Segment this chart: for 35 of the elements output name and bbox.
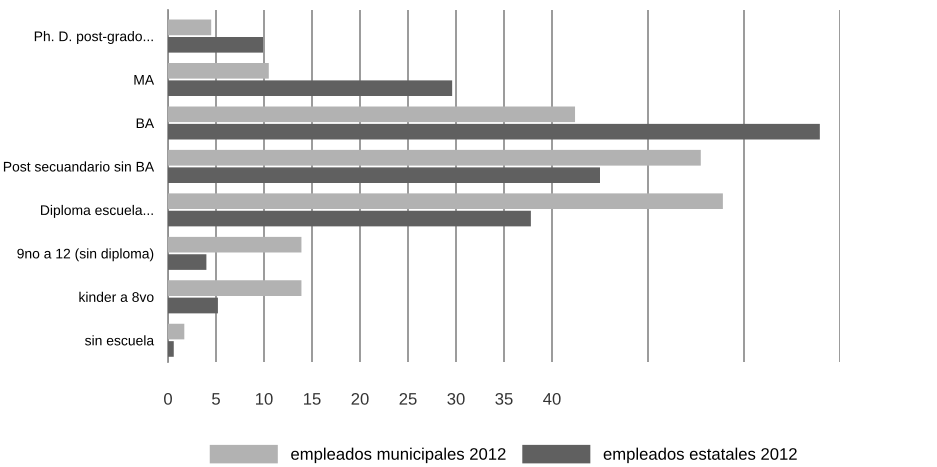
bar — [168, 210, 531, 226]
bar — [168, 254, 206, 270]
bar — [168, 298, 218, 314]
x-tick-label: 10 — [256, 392, 273, 405]
bar — [168, 80, 452, 96]
bar — [168, 150, 701, 166]
x-tick-label: 25 — [400, 392, 417, 405]
x-tick-label: 30 — [447, 392, 465, 405]
bar — [168, 124, 820, 140]
bar — [168, 341, 174, 357]
legend-label: empleados municipales 2012 — [291, 448, 506, 464]
y-tick-label: MA — [134, 75, 154, 85]
x-tick-label: 5 — [212, 393, 220, 405]
x-tick-label: 40 — [543, 392, 561, 405]
bar — [168, 167, 600, 183]
y-tick-label: Ph. D. post-grado... — [34, 31, 153, 44]
bar — [168, 236, 302, 252]
x-tick-label: 15 — [304, 393, 321, 405]
legend-label: empleados estatales 2012 — [604, 448, 797, 464]
bar — [168, 63, 269, 79]
x-tick-label: 20 — [352, 392, 369, 405]
y-tick-label: sin escuela — [85, 335, 154, 346]
bar — [168, 324, 184, 340]
x-tick-label: 0 — [164, 392, 172, 405]
y-tick-label: BA — [136, 118, 154, 128]
bar — [168, 280, 302, 296]
y-tick-label: Diploma escuela... — [41, 204, 153, 218]
bar — [168, 20, 212, 36]
bar — [168, 106, 576, 122]
y-tick-label: 9no a 12 (sin diploma) — [17, 248, 154, 262]
x-tick-label: 35 — [495, 392, 513, 405]
y-tick-label: kinder a 8vo — [79, 292, 154, 302]
bar — [168, 193, 723, 210]
y-tick-label: Post secuandario sin BA — [4, 161, 154, 172]
bar — [168, 36, 264, 53]
